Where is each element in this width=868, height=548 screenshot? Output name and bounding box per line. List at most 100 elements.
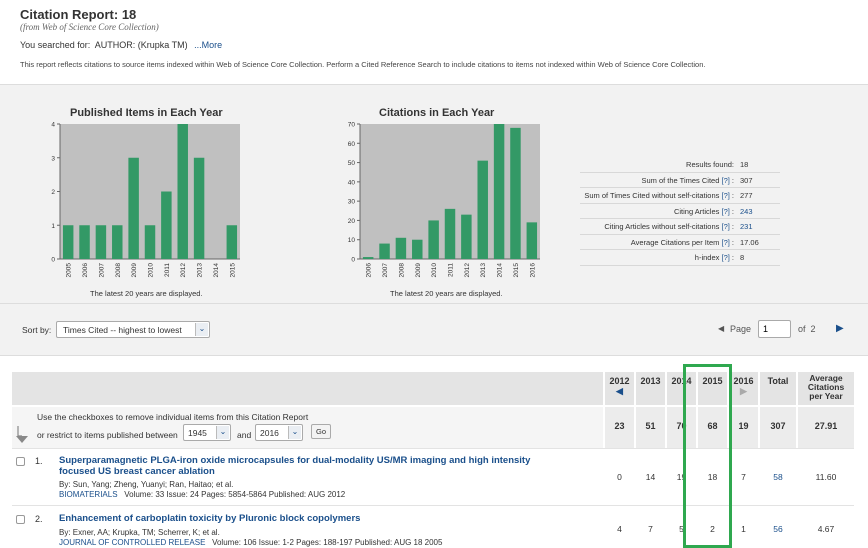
- record-checkbox[interactable]: [16, 457, 25, 466]
- highlight-2015-column: [683, 364, 732, 548]
- help-link[interactable]: [?]: [721, 175, 730, 185]
- x-tick-label: 2007: [98, 263, 105, 278]
- stat-value: 8: [740, 253, 745, 262]
- bar: [62, 225, 74, 259]
- report-header: Citation Report: 18 (from Web of Science…: [0, 0, 868, 84]
- charts-panel: Published Items in Each Year 0 1 2 3 4 2005 20…: [0, 84, 868, 304]
- cite-cell: 7: [741, 472, 746, 482]
- record-authors: By: Exner, AA; Krupka, TM; Scherrer, K; …: [59, 528, 220, 537]
- x-tick-label: 2012: [464, 263, 471, 278]
- from-year-select[interactable]: 1945 ⌄: [183, 424, 231, 441]
- table-header-spacer: [12, 372, 603, 405]
- bar: [477, 160, 488, 259]
- previous-years-icon[interactable]: ◀: [616, 386, 623, 396]
- x-tick-label: 2012: [180, 263, 187, 278]
- citations-chart-title: Citations in Each Year: [379, 107, 495, 119]
- y-tick-label: 1: [51, 223, 55, 230]
- record-title-link[interactable]: Superparamagnetic PLGA-iron oxide microc…: [59, 455, 531, 477]
- go-button[interactable]: Go: [311, 424, 331, 439]
- from-year-value: 1945: [188, 428, 207, 438]
- bar: [79, 225, 90, 259]
- chevron-down-icon[interactable]: ⌄: [288, 426, 301, 439]
- citing-articles-link[interactable]: 243: [740, 206, 753, 216]
- record-row: 2. Enhancement of carboplatin toxicity b…: [12, 513, 603, 548]
- x-tick-label: 2011: [448, 263, 455, 277]
- sort-toolbar: Sort by: Times Cited -- highest to lowes…: [0, 304, 868, 356]
- total-cites-link[interactable]: 58: [773, 472, 783, 482]
- summary-cell: 23: [614, 421, 625, 431]
- bar: [177, 124, 188, 259]
- y-tick-label: 70: [348, 122, 356, 129]
- bar: [112, 225, 123, 259]
- to-year-select[interactable]: 2016 ⌄: [255, 424, 303, 441]
- published-items-chart: 0 1 2 3 4 2005 2006 2007 2008 2009 2010 2011 2012 201…: [51, 122, 240, 278]
- x-tick-label: 2007: [382, 263, 389, 278]
- total-cites-link[interactable]: 56: [773, 524, 783, 534]
- arrow-down-icon: [16, 426, 28, 443]
- chevron-down-icon[interactable]: ⌄: [216, 426, 229, 439]
- stat-average-citations: Average Citations per Item [?] : 17.06: [580, 235, 780, 250]
- published-chart-title: Published Items in Each Year: [70, 107, 223, 119]
- x-tick-label: 2010: [431, 263, 438, 278]
- help-link[interactable]: [?]: [721, 237, 730, 247]
- to-year-value: 2016: [260, 428, 279, 438]
- record-journal-link[interactable]: JOURNAL OF CONTROLLED RELEASE: [59, 538, 206, 547]
- previous-page-icon[interactable]: ◀: [718, 324, 725, 333]
- year-header: 2013: [640, 376, 661, 386]
- stat-label: h-index: [694, 253, 720, 262]
- cite-cell: 1: [741, 524, 746, 534]
- x-tick-label: 2009: [131, 263, 138, 278]
- row-divider: [12, 505, 854, 506]
- cite-cell: 0: [617, 472, 622, 482]
- bar: [428, 220, 439, 259]
- stat-label: Results found:: [686, 160, 734, 169]
- record-checkbox[interactable]: [16, 515, 25, 524]
- record-details: Volume: 33 Issue: 24 Pages: 5854-5864 Pu…: [124, 490, 346, 499]
- citing-without-self-link[interactable]: 231: [740, 222, 753, 231]
- record-number: 1.: [35, 456, 43, 466]
- cite-cell: 18: [707, 472, 718, 482]
- filter-instructions: Use the checkboxes to remove individual …: [37, 412, 309, 422]
- record-title-link[interactable]: Enhancement of carboplatin toxicity by P…: [59, 513, 361, 524]
- year-header: 2015: [702, 376, 723, 386]
- column-2014: 2014 70 19 5: [667, 372, 696, 548]
- average-header: Average Citations per Year: [807, 373, 845, 401]
- help-link[interactable]: [?]: [721, 191, 730, 200]
- bar: [379, 243, 390, 259]
- y-tick-label: 3: [51, 155, 55, 162]
- next-years-icon[interactable]: ▶: [740, 386, 747, 396]
- more-link[interactable]: ...More: [194, 40, 223, 50]
- bar: [95, 225, 107, 259]
- of-label: of: [798, 324, 806, 334]
- column-total: Total 307 58 56: [760, 372, 796, 548]
- record-journal-link[interactable]: BIOMATERIALS: [59, 490, 118, 499]
- stat-label: Sum of Times Cited without self-citation…: [584, 191, 720, 200]
- stat-value: 277: [740, 191, 753, 200]
- cite-cell: 4: [617, 524, 622, 534]
- column-average: Average Citations per Year 27.91 11.60 4…: [798, 372, 854, 548]
- bar: [461, 214, 472, 259]
- row-divider: [12, 448, 854, 449]
- bar: [193, 157, 205, 259]
- search-summary: You searched for: AUTHOR: (Krupka TM) ..…: [20, 40, 222, 50]
- help-link[interactable]: [?]: [721, 206, 730, 216]
- filter-restrict-label: or restrict to items published between: [37, 430, 178, 440]
- source-subtitle: (from Web of Science Core Collection): [20, 22, 159, 32]
- y-tick-label: 0: [351, 257, 355, 264]
- pagination: ◀ Page of 2 ▶: [718, 320, 848, 338]
- chevron-down-icon[interactable]: ⌄: [195, 323, 208, 336]
- sort-dropdown[interactable]: Times Cited -- highest to lowest ⌄: [56, 321, 210, 338]
- help-link[interactable]: [?]: [721, 222, 730, 231]
- next-page-icon[interactable]: ▶: [836, 323, 844, 334]
- citations-chart: 0 10 20 30 40 50 60 70 2006 2007 2008 2009 2010 2011 2…: [348, 122, 540, 278]
- summary-cell: 27.91: [814, 421, 838, 431]
- help-link[interactable]: [?]: [721, 253, 730, 262]
- page-number-input[interactable]: [758, 320, 791, 338]
- stat-h-index: h-index [?] : 8: [580, 250, 780, 266]
- x-tick-label: 2014: [213, 263, 220, 278]
- average-cell: 4.67: [817, 524, 835, 534]
- citations-chart-note: The latest 20 years are displayed.: [390, 289, 503, 298]
- stat-value: 18: [740, 160, 749, 169]
- stat-value: 307: [740, 175, 753, 185]
- year-header: 2014: [671, 376, 692, 386]
